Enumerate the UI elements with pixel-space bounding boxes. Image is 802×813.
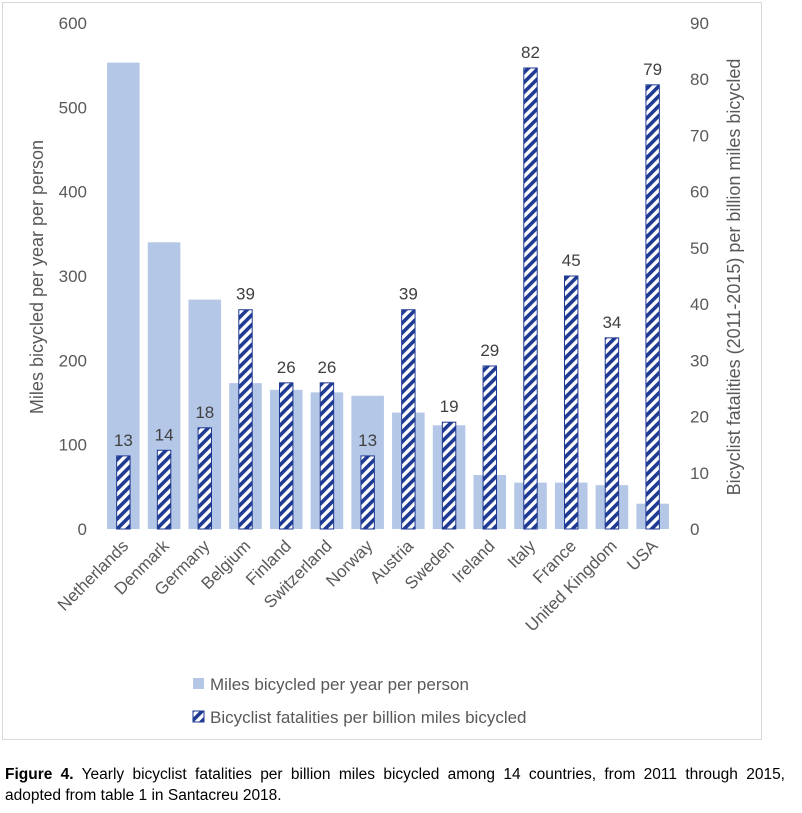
category-label: Ireland bbox=[448, 536, 498, 586]
fatality-bar bbox=[563, 275, 579, 530]
right-tick-label: 50 bbox=[690, 239, 709, 258]
fatality-bar bbox=[441, 421, 457, 530]
category-label: USA bbox=[623, 536, 662, 575]
fatality-bar bbox=[360, 455, 375, 530]
right-tick-label: 30 bbox=[690, 351, 709, 370]
right-axis-title: Bicyclist fatalities (2011-2015) per bil… bbox=[724, 59, 744, 496]
right-tick-label: 80 bbox=[690, 70, 709, 89]
left-tick-label: 0 bbox=[78, 520, 87, 539]
fatality-data-label: 19 bbox=[440, 397, 459, 416]
legend-swatch-fatalities bbox=[192, 710, 205, 723]
category-label: Italy bbox=[504, 536, 540, 572]
fatality-data-labels: 13 14 18 39 26 26 13 39 19 29 82 45 34 79 bbox=[114, 43, 662, 450]
fatality-data-label: 39 bbox=[236, 285, 255, 304]
fatality-data-label: 45 bbox=[562, 251, 581, 270]
category-label: Norway bbox=[322, 536, 377, 591]
legend-label-miles: Miles bicycled per year per person bbox=[210, 675, 469, 694]
fatality-data-label: 26 bbox=[277, 358, 296, 377]
left-tick-label: 400 bbox=[59, 183, 87, 202]
left-tick-label: 300 bbox=[59, 267, 87, 286]
fatality-bar bbox=[523, 67, 538, 530]
legend-label-fatalities: Bicyclist fatalities per billion miles b… bbox=[210, 708, 527, 727]
fatality-bar bbox=[604, 337, 620, 530]
fatality-bar bbox=[401, 309, 416, 530]
legend: Miles bicycled per year per person Bicyc… bbox=[192, 675, 527, 727]
legend-swatch-miles bbox=[193, 678, 204, 689]
fatality-data-label: 34 bbox=[602, 313, 621, 332]
fatality-data-label: 29 bbox=[480, 341, 499, 360]
fatality-data-label: 18 bbox=[195, 403, 214, 422]
figure-caption: Figure 4. Yearly bicyclist fatalities pe… bbox=[5, 764, 785, 806]
caption-text: Yearly bicyclist fatalities per billion … bbox=[5, 766, 785, 804]
caption-label: Figure 4. bbox=[5, 766, 74, 783]
category-labels: NetherlandsDenmarkGermanyBelgiumFinlandS… bbox=[54, 536, 662, 635]
right-tick-label: 10 bbox=[690, 464, 709, 483]
fatality-bars bbox=[116, 67, 660, 530]
fatality-data-label: 14 bbox=[155, 425, 174, 444]
miles-bars bbox=[107, 62, 669, 530]
right-tick-label: 0 bbox=[690, 520, 699, 539]
fatality-bar bbox=[116, 455, 131, 530]
left-tick-label: 600 bbox=[59, 14, 87, 33]
fatality-data-label: 13 bbox=[114, 431, 133, 450]
fatality-data-label: 39 bbox=[399, 285, 418, 304]
fatality-bar bbox=[482, 365, 498, 530]
left-axis-title: Miles bicycled per year per person bbox=[27, 140, 47, 414]
fatality-data-label: 13 bbox=[358, 431, 377, 450]
fatality-bar bbox=[278, 382, 294, 530]
right-axis-ticks: 0 10 20 30 40 50 60 70 80 90 bbox=[690, 14, 709, 539]
right-tick-label: 70 bbox=[690, 126, 709, 145]
right-tick-label: 40 bbox=[690, 295, 709, 314]
fatality-data-label: 82 bbox=[521, 43, 540, 62]
fatality-data-label: 26 bbox=[317, 358, 336, 377]
left-tick-label: 500 bbox=[59, 98, 87, 117]
fatality-bar bbox=[645, 84, 660, 530]
miles-bar bbox=[107, 62, 140, 530]
left-axis-ticks: 0 100 200 300 400 500 600 bbox=[59, 14, 87, 539]
fatality-bar bbox=[156, 449, 172, 530]
fatality-bar bbox=[319, 382, 335, 530]
fatality-bar bbox=[238, 309, 253, 530]
left-tick-label: 200 bbox=[59, 351, 87, 370]
right-tick-label: 20 bbox=[690, 408, 709, 427]
right-tick-label: 90 bbox=[690, 14, 709, 33]
fatality-data-label: 79 bbox=[643, 60, 662, 79]
left-tick-label: 100 bbox=[59, 436, 87, 455]
fatality-bar bbox=[197, 427, 213, 530]
right-tick-label: 60 bbox=[690, 183, 709, 202]
